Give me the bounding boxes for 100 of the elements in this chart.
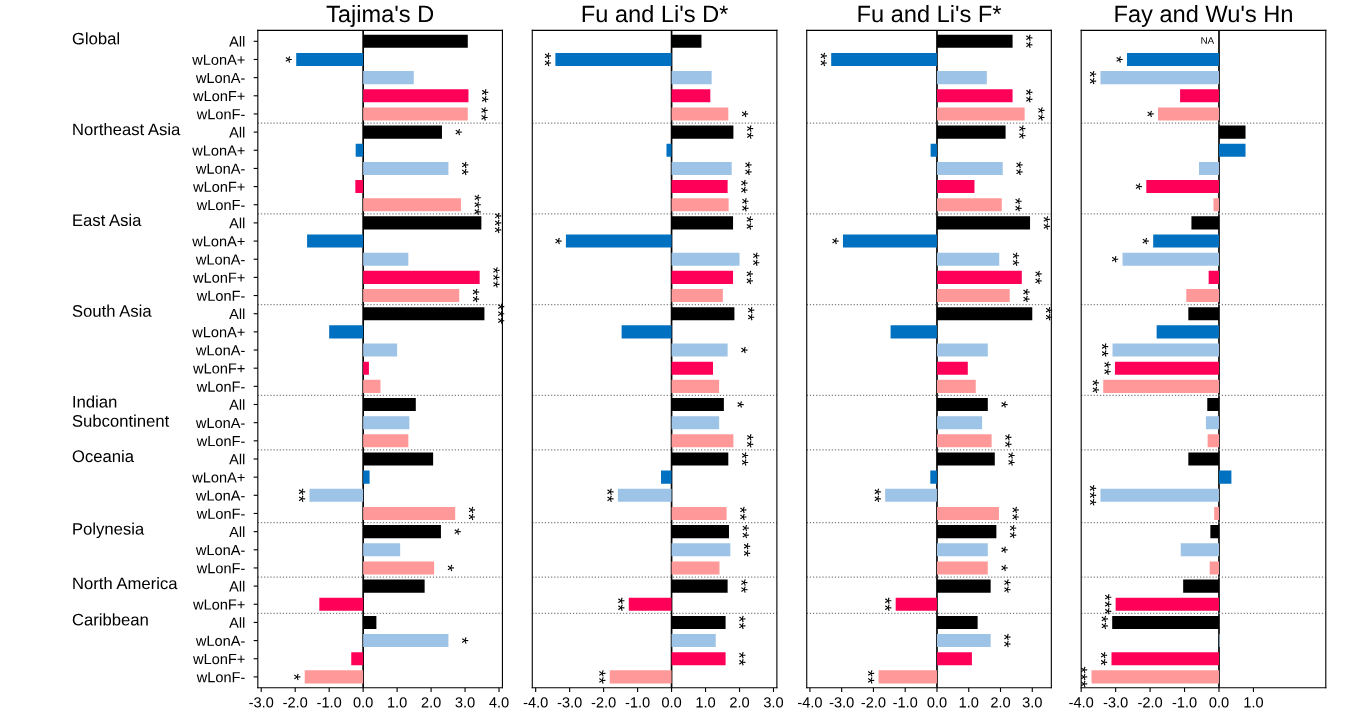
- data-label: **: [1100, 652, 1108, 666]
- data-label: *: [1116, 56, 1123, 63]
- bar: [1208, 270, 1219, 284]
- y-tick-label: wLonF-: [196, 563, 245, 574]
- bar: [671, 634, 716, 648]
- bar: [363, 289, 460, 303]
- bar: [671, 198, 729, 212]
- bar: [1214, 506, 1219, 520]
- data-label: **: [1016, 161, 1023, 176]
- x-tick-label: 2.0: [991, 697, 1011, 708]
- bar: [671, 379, 720, 393]
- data-label: **: [1038, 107, 1045, 121]
- bar: [936, 652, 972, 666]
- bar: [1115, 597, 1219, 611]
- data-label: **: [1089, 70, 1097, 85]
- x-tick-label: -2.0: [591, 697, 616, 708]
- data-label: ***: [494, 212, 502, 234]
- bar: [878, 670, 937, 684]
- data-label: *: [455, 128, 462, 136]
- bar: [307, 234, 364, 248]
- bar: [1114, 361, 1219, 375]
- bar: [363, 198, 461, 212]
- data-label: **: [1009, 524, 1017, 539]
- y-tick-label: All: [229, 453, 245, 465]
- bar: [936, 379, 976, 393]
- bar: [363, 561, 435, 575]
- bar: [621, 325, 672, 339]
- bar: [1199, 161, 1219, 175]
- bar: [1112, 343, 1219, 357]
- bar: [671, 416, 720, 430]
- y-tick-label: wLonF+: [193, 654, 245, 665]
- bar: [936, 198, 1002, 212]
- data-label: *: [1142, 237, 1149, 245]
- data-label: *: [555, 237, 562, 245]
- text: Polynesia: [73, 522, 145, 539]
- data-label: **: [1012, 506, 1019, 521]
- bar: [885, 488, 937, 502]
- data-label: **: [481, 89, 489, 103]
- y-tick-label: All: [229, 526, 245, 537]
- data-label: *: [1001, 401, 1008, 408]
- text: South Asia: [72, 304, 152, 317]
- bar: [363, 543, 401, 557]
- bar: [363, 634, 449, 648]
- bar: [355, 143, 364, 157]
- bar: [329, 325, 364, 339]
- text: Caribbean: [72, 613, 148, 626]
- bar: [936, 543, 988, 557]
- y-tick-label: All: [229, 399, 245, 410]
- data-label: *: [1001, 564, 1008, 572]
- x-tick-label: -1.0: [893, 697, 918, 708]
- x-tick-label: -3.0: [249, 697, 274, 708]
- data-label: **: [741, 452, 749, 466]
- bar: [1205, 416, 1219, 430]
- bar: [363, 379, 381, 393]
- y-tick-label: wLonA+: [192, 472, 245, 483]
- data-label: ***: [493, 267, 500, 288]
- bar: [1180, 89, 1219, 103]
- bar: [363, 252, 409, 266]
- y-tick-label: wLonA-: [195, 635, 245, 647]
- y-tick-label: wLonF-: [196, 290, 245, 301]
- y-tick-label: wLonF-: [196, 109, 245, 120]
- bar: [671, 252, 740, 266]
- bar: [936, 252, 1000, 266]
- data-label: **: [746, 270, 753, 285]
- bar: [1122, 252, 1219, 266]
- data-label: *: [1135, 183, 1142, 190]
- bar: [363, 71, 414, 85]
- data-label: **: [468, 506, 476, 521]
- data-label: **: [481, 107, 488, 121]
- data-label: *: [1001, 546, 1008, 554]
- x-tick-label: -3.0: [829, 697, 854, 708]
- data-label: **: [607, 488, 614, 503]
- bar: [930, 143, 937, 157]
- y-tick-label: wLonF+: [193, 272, 245, 283]
- data-label: **: [1012, 252, 1020, 266]
- bar: [363, 161, 449, 175]
- bar: [363, 361, 369, 375]
- x-tick-label: 3.0: [763, 697, 784, 708]
- bar: [1153, 234, 1219, 248]
- y-tick-label: wLonA-: [195, 163, 245, 174]
- data-label: *: [741, 110, 749, 118]
- data-label: *: [447, 564, 454, 572]
- y-tick-label: All: [229, 617, 245, 628]
- y-tick-label: wLonF-: [196, 436, 245, 447]
- bar: [565, 234, 672, 248]
- y-tick-label: wLonF-: [196, 381, 245, 392]
- bar: [363, 107, 468, 121]
- data-label: **: [746, 216, 753, 230]
- data-label: ***: [1104, 594, 1112, 615]
- data-label: **: [867, 670, 875, 684]
- text: North America: [73, 577, 178, 590]
- bar: [351, 652, 364, 666]
- x-tick-label: 1.0: [696, 697, 716, 708]
- y-tick-label: wLonA+: [192, 145, 245, 156]
- bar: [671, 543, 731, 557]
- bar: [671, 434, 734, 448]
- bar: [363, 416, 410, 430]
- data-label: *: [1147, 110, 1154, 118]
- x-tick-label: -4.0: [523, 697, 548, 708]
- bar: [363, 506, 456, 520]
